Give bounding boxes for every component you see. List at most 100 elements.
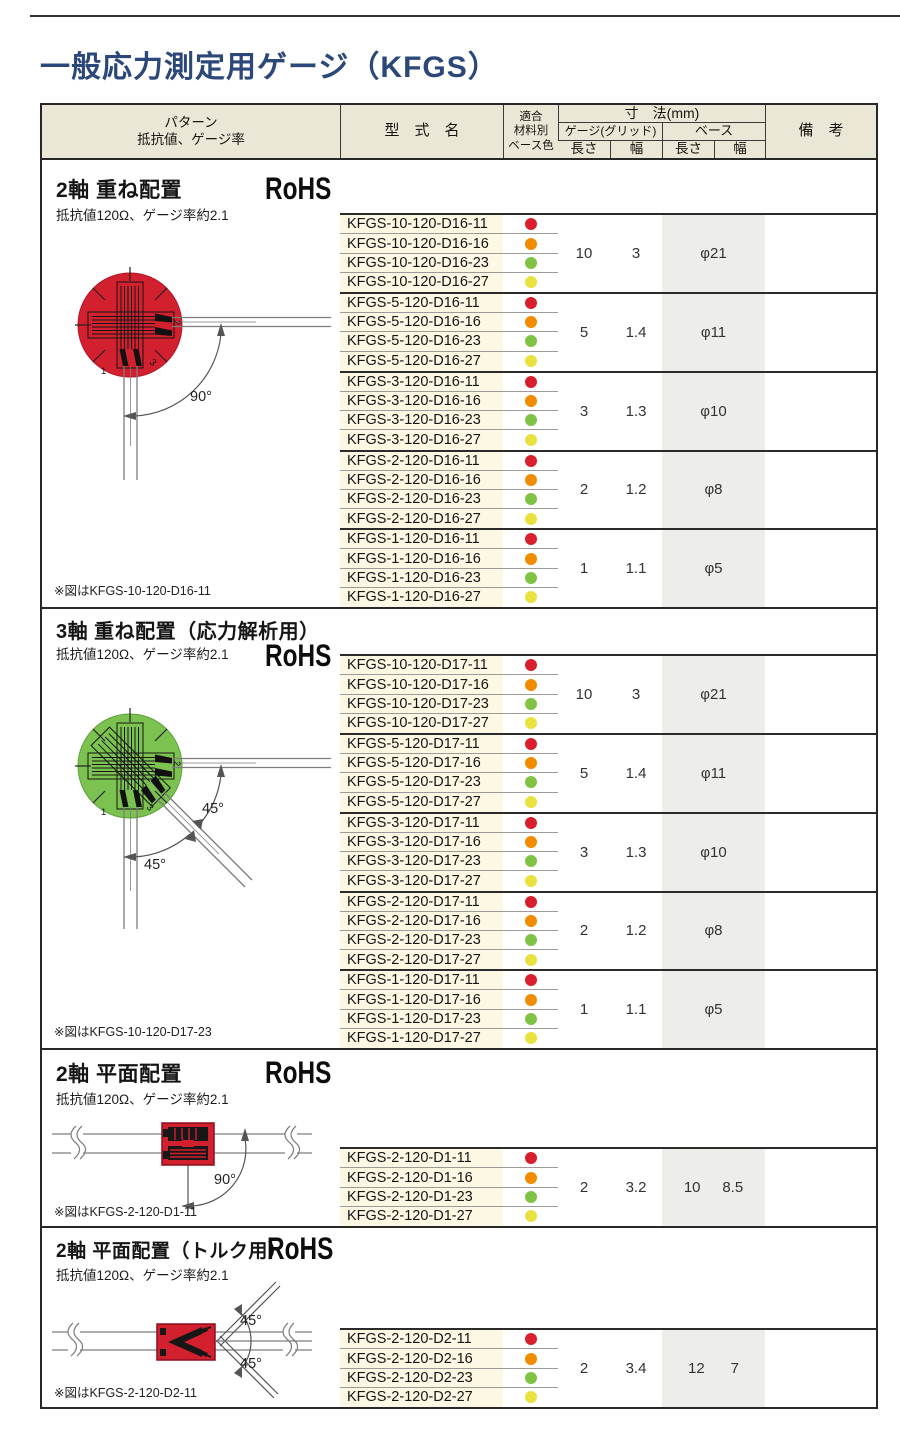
base-color-cell: [503, 1349, 558, 1369]
model-name: KFGS-5-120-D16-27: [340, 351, 503, 371]
axis-number: 2: [171, 761, 182, 766]
model-rows-area: KFGS-10-120-D17-11 KFGS-10-120-D17-16 KFGS…: [340, 654, 876, 1048]
red-dot: [524, 375, 537, 388]
orange-dot: [524, 473, 537, 486]
axis-number: 1: [101, 366, 106, 377]
header-pattern: パターン 抵抗値、ゲージ率: [42, 105, 340, 158]
gauge-diagram-2axis-planar: 90°: [52, 1122, 312, 1212]
gauge-width-value: 3.2: [625, 1179, 647, 1197]
model-name: KFGS-10-120-D16-16: [340, 234, 503, 254]
header-base-color-line3: ベース色: [508, 139, 554, 152]
base-color-cell: [503, 588, 558, 607]
base-color-cell: [503, 452, 558, 471]
spec-group: KFGS-3-120-D16-11 KFGS-3-120-D16-16 KFGS-3…: [340, 370, 876, 450]
red-dot: [524, 297, 537, 310]
base-color-cell: [503, 695, 558, 714]
header-base: ベース: [662, 123, 765, 141]
base-color-cell: [503, 549, 558, 569]
base-color-cell: [503, 971, 558, 991]
remarks-cell: [765, 1330, 876, 1407]
red-dot: [524, 974, 537, 987]
axis-number: 1: [101, 807, 106, 818]
diagram-note: ※図はKFGS-10-120-D16-11: [54, 584, 211, 598]
gauge-terminals: [119, 313, 172, 366]
page-top-rule: [30, 15, 900, 17]
base-color-cell: [503, 1330, 558, 1350]
model-name: KFGS-2-120-D17-16: [340, 911, 503, 931]
base-color-cell: [503, 392, 558, 412]
alignment-ticks: [75, 267, 168, 363]
model-name: KFGS-3-120-D17-27: [340, 871, 503, 891]
section-3axis-stacked: 3軸 重ね配置（応力解析用） 抵抗値120Ω、ゲージ率約2.1 RoHS: [42, 609, 876, 1050]
gauge-terminals: [119, 754, 172, 807]
gauge-width-value: 3: [631, 686, 641, 704]
base-color-cell: [503, 471, 558, 490]
spec-group: KFGS-2-120-D16-11 KFGS-2-120-D16-16 KFGS-2…: [340, 449, 876, 529]
model-name: KFGS-1-120-D16-23: [340, 568, 503, 588]
base-color-cell: [503, 656, 558, 676]
model-name: KFGS-1-120-D17-23: [340, 1009, 503, 1029]
base-size-cell: φ8: [662, 892, 765, 970]
spec-group: KFGS-3-120-D17-11 KFGS-3-120-D17-16 KFGS-3…: [340, 811, 876, 891]
yellow-dot: [524, 874, 537, 887]
base-color-cell: [503, 1168, 558, 1188]
gauge-length-value: 3: [579, 843, 589, 861]
red-dot: [524, 1152, 537, 1165]
model-name: KFGS-1-120-D17-16: [340, 990, 503, 1010]
base-width-value: 8.5: [722, 1179, 744, 1197]
section-title: 2軸 平面配置: [56, 1063, 183, 1086]
gauge-length-value: 5: [579, 323, 589, 341]
gauge-width-value: 1.3: [625, 402, 647, 420]
model-name: KFGS-2-120-D16-27: [340, 509, 503, 529]
spec-table: パターン 抵抗値、ゲージ率 型 式 名 適合 材料別 ベース色 寸 法(mm) …: [40, 103, 878, 1409]
angle-label: 45°: [240, 1313, 262, 1329]
base-color-cell: [503, 490, 558, 510]
section-title: 3軸 重ね配置（応力解析用）: [56, 621, 320, 643]
orange-dot: [524, 1352, 537, 1365]
model-name: KFGS-1-120-D16-27: [340, 587, 503, 607]
base-color-cell: [503, 931, 558, 951]
base-color-cell: [503, 1010, 558, 1029]
remarks-cell: [765, 971, 876, 1048]
model-name: KFGS-10-120-D17-16: [340, 675, 503, 695]
lead-wires: [123, 757, 331, 929]
diagonal-gauge-grid: [90, 726, 172, 808]
remarks-cell: [765, 735, 876, 812]
base-color-cell: [503, 754, 558, 774]
red-dot: [524, 454, 537, 467]
section-title: 2軸 重ね配置: [56, 179, 183, 202]
model-name: KFGS-1-120-D16-16: [340, 549, 503, 569]
yellow-dot: [524, 796, 537, 809]
yellow-dot: [524, 433, 537, 446]
diagonal-reference-lines: [215, 1281, 281, 1399]
base-color-cell: [503, 735, 558, 755]
model-name: KFGS-2-120-D2-11: [340, 1330, 503, 1350]
diagram-note: ※図はKFGS-2-120-D2-11: [54, 1386, 197, 1400]
model-name: KFGS-3-120-D16-16: [340, 391, 503, 412]
section-subtitle: 抵抗値120Ω、ゲージ率約2.1: [56, 1268, 229, 1283]
model-name: KFGS-3-120-D17-23: [340, 852, 503, 872]
model-name: KFGS-5-120-D16-16: [340, 313, 503, 333]
gauge-pattern: [163, 1127, 208, 1160]
gauge-length-value: 1: [579, 1001, 589, 1019]
yellow-dot: [524, 1210, 537, 1223]
angle-label: 45°: [240, 1356, 262, 1372]
gauge-diagram-3axis-stacked: 45° 45° 1 2 3: [75, 708, 331, 929]
gauge-width-value: 1.2: [625, 922, 647, 940]
model-name: KFGS-2-120-D2-27: [340, 1387, 503, 1407]
model-name: KFGS-1-120-D16-11: [340, 530, 503, 550]
remarks-cell: [765, 373, 876, 450]
diagram-note: ※図はKFGS-2-120-D1-11: [54, 1205, 197, 1219]
gauge-length-value: 5: [579, 764, 589, 782]
gauge-width-value: 1.3: [625, 843, 647, 861]
header-pattern-line1: パターン: [164, 114, 218, 130]
gauge-width-value: 1.2: [625, 481, 647, 499]
green-dot: [524, 492, 537, 505]
header-dimensions: 寸 法(mm): [558, 105, 765, 123]
orange-dot: [524, 552, 537, 565]
green-dot: [524, 1371, 537, 1384]
gauge-width-value: 3.4: [625, 1360, 647, 1378]
rohs-mark: RoHS: [265, 1056, 332, 1091]
gauge-length-value: 10: [575, 245, 593, 263]
angle-label: 90°: [214, 1172, 236, 1188]
